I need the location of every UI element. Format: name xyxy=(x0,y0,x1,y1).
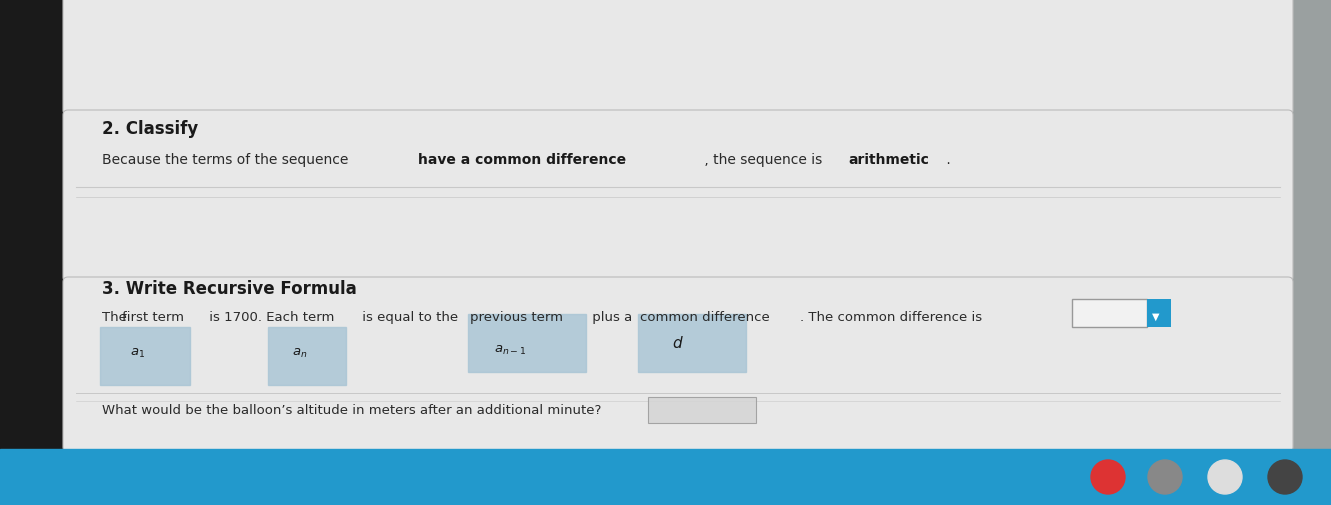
Bar xyxy=(268,327,346,385)
Text: plus a: plus a xyxy=(588,311,636,323)
Text: is equal to the: is equal to the xyxy=(358,311,462,323)
Text: What would be the balloon’s altitude in meters after an additional minute?: What would be the balloon’s altitude in … xyxy=(102,403,602,416)
Bar xyxy=(0,449,1331,505)
Bar xyxy=(469,315,586,372)
Text: ▼: ▼ xyxy=(1153,312,1159,321)
FancyBboxPatch shape xyxy=(63,0,1292,116)
Circle shape xyxy=(1268,460,1302,494)
Text: have a common difference: have a common difference xyxy=(418,153,626,167)
Circle shape xyxy=(1209,460,1242,494)
Text: Because the terms of the sequence: Because the terms of the sequence xyxy=(102,153,353,167)
Bar xyxy=(648,397,756,423)
Bar xyxy=(100,327,190,385)
Text: previous term: previous term xyxy=(470,311,563,323)
Text: 3. Write Recursive Formula: 3. Write Recursive Formula xyxy=(102,279,357,297)
Bar xyxy=(1147,299,1171,327)
FancyBboxPatch shape xyxy=(63,277,1292,452)
Bar xyxy=(1071,299,1147,327)
Text: common difference: common difference xyxy=(640,311,769,323)
Bar xyxy=(638,315,745,372)
Text: is 1700. Each term: is 1700. Each term xyxy=(205,311,334,323)
Text: first term: first term xyxy=(122,311,184,323)
Circle shape xyxy=(1091,460,1125,494)
Text: $a_{n-1}$: $a_{n-1}$ xyxy=(494,343,526,357)
FancyBboxPatch shape xyxy=(63,111,1292,282)
Text: . The common difference is: . The common difference is xyxy=(800,311,986,323)
Text: .: . xyxy=(942,153,950,167)
Text: $a_n$: $a_n$ xyxy=(291,346,307,360)
Text: $a_1$: $a_1$ xyxy=(130,346,145,360)
Circle shape xyxy=(1149,460,1182,494)
Text: , the sequence is: , the sequence is xyxy=(700,153,827,167)
Text: 2. Classify: 2. Classify xyxy=(102,120,198,138)
Text: arithmetic: arithmetic xyxy=(848,153,929,167)
Bar xyxy=(0,0,63,505)
Text: The: The xyxy=(102,311,132,323)
Text: $d$: $d$ xyxy=(672,334,684,350)
